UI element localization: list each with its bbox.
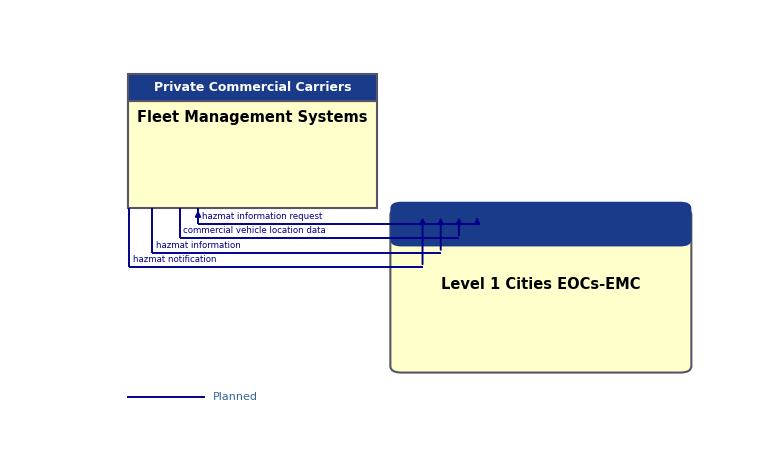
Text: commercial vehicle location data: commercial vehicle location data bbox=[183, 226, 327, 235]
FancyBboxPatch shape bbox=[391, 202, 691, 247]
Text: Planned: Planned bbox=[213, 392, 258, 402]
Bar bbox=[402, 227, 680, 240]
Text: Fleet Management Systems: Fleet Management Systems bbox=[137, 110, 368, 125]
Text: hazmat information request: hazmat information request bbox=[202, 212, 322, 221]
Text: hazmat information: hazmat information bbox=[156, 241, 241, 249]
Bar bbox=[128, 74, 377, 101]
Text: Level 1 Cities EOCs-EMC: Level 1 Cities EOCs-EMC bbox=[441, 277, 640, 292]
Bar bbox=[128, 101, 377, 207]
Text: Private Commercial Carriers: Private Commercial Carriers bbox=[154, 81, 352, 94]
FancyBboxPatch shape bbox=[391, 208, 691, 373]
Text: hazmat notification: hazmat notification bbox=[133, 255, 217, 264]
